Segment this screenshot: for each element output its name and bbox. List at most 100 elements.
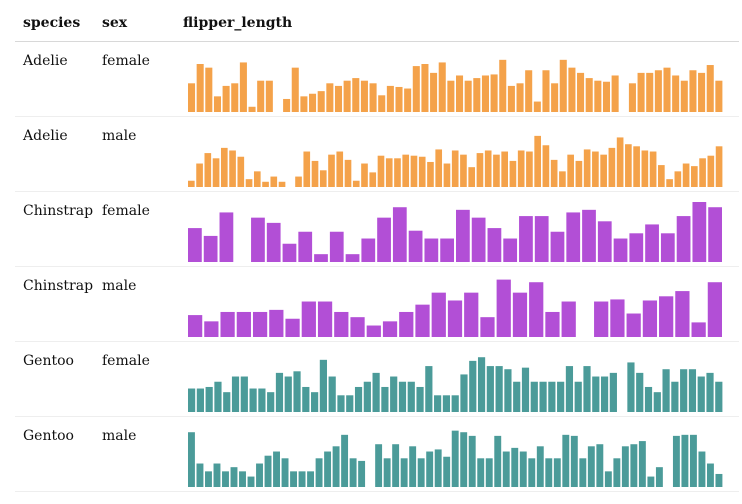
histogram-bar (512, 292, 528, 337)
histogram-bar (521, 367, 530, 412)
histogram-bar (407, 381, 415, 412)
histogram-bar (698, 451, 706, 487)
histogram-bar (328, 376, 336, 412)
histogram-bar (539, 381, 547, 412)
histogram-bar (205, 471, 212, 487)
histogram-bar (447, 80, 455, 112)
header-flipper-length[interactable]: flipper_length (183, 15, 293, 31)
histogram-bar (361, 238, 376, 262)
histogram-bar (659, 296, 674, 337)
histogram-bar (464, 80, 472, 112)
flipper-length-sparkline (188, 59, 723, 112)
histogram-bar (290, 471, 298, 487)
histogram-bar (471, 217, 486, 262)
histogram-bar (525, 70, 533, 112)
histogram-bar (402, 154, 410, 187)
histogram-bar (545, 311, 560, 337)
histogram-bar (214, 381, 222, 412)
histogram-bar (545, 458, 553, 487)
cell-sex: male (102, 428, 137, 444)
histogram-bar (188, 228, 202, 262)
histogram-bar (229, 150, 236, 187)
histogram-bar (611, 75, 619, 112)
histogram-bar (477, 458, 485, 487)
histogram-bar (237, 156, 245, 187)
histogram-bar (400, 458, 408, 487)
histogram-bar (577, 72, 585, 112)
histogram-bar (219, 212, 234, 262)
histogram-bar (300, 96, 308, 112)
histogram-bar (594, 80, 602, 112)
cell-sex: female (102, 53, 150, 69)
histogram-bar (188, 432, 195, 487)
histogram-bar (196, 463, 204, 487)
histogram-bar (386, 85, 394, 112)
histogram-bar (293, 371, 301, 412)
histogram-bar (239, 471, 246, 487)
histogram-bar (557, 381, 565, 412)
histogram-bar (574, 381, 582, 412)
histogram-bar (273, 451, 280, 487)
histogram-bar (642, 300, 658, 337)
histogram-bar (460, 432, 468, 487)
header-species[interactable]: species (23, 15, 81, 31)
histogram-bar (285, 318, 300, 337)
histogram-bar (662, 369, 670, 412)
histogram-bar (708, 207, 722, 262)
histogram-bar (654, 70, 662, 112)
header-sex[interactable]: sex (102, 15, 128, 31)
histogram-bar (434, 395, 442, 412)
histogram-bar (311, 392, 319, 412)
histogram-bar (582, 209, 596, 262)
histogram-bar (369, 83, 377, 112)
histogram-bar (600, 376, 609, 412)
histogram-bar (247, 476, 255, 487)
histogram-bar (282, 243, 297, 262)
histogram-bar (205, 386, 213, 412)
histogram-bar (281, 458, 289, 487)
histogram-bar (188, 315, 203, 337)
histogram-bar (196, 64, 204, 112)
histogram-bar (513, 381, 521, 412)
histogram-bar (660, 233, 675, 262)
histogram-bar (385, 158, 393, 187)
histogram-bar (307, 471, 315, 487)
flipper-length-sparkline (188, 430, 723, 487)
histogram-bar (349, 458, 357, 487)
histogram-bar (562, 434, 570, 487)
histogram-bar (566, 212, 581, 262)
histogram-bar (291, 67, 299, 112)
histogram-bar (613, 238, 628, 262)
histogram-bar (326, 83, 334, 112)
histogram-bar (298, 231, 313, 262)
cell-species: Chinstrap (23, 203, 94, 219)
cell-species: Adelie (23, 128, 68, 144)
histogram-bar (203, 235, 218, 262)
histogram-bar (616, 137, 624, 187)
histogram-bar (222, 471, 229, 487)
histogram-bar (715, 381, 723, 412)
histogram-bar (682, 163, 690, 187)
histogram-bar (627, 362, 635, 412)
histogram-bar (600, 154, 607, 187)
histogram-bar (460, 374, 468, 412)
histogram-bar (534, 135, 541, 187)
histogram-bar (583, 366, 591, 412)
histogram-bar (301, 301, 316, 337)
histogram-bar (464, 292, 479, 337)
histogram-bar (395, 86, 403, 112)
histogram-bar (427, 161, 434, 187)
histogram-bar (579, 458, 587, 487)
histogram-bar (666, 179, 673, 187)
histogram-bar (608, 147, 616, 187)
histogram-bar (621, 446, 629, 487)
cell-sex: female (102, 353, 150, 369)
histogram-bar (284, 376, 292, 412)
histogram-bar (490, 74, 498, 112)
histogram-bar (688, 369, 697, 412)
histogram-bar (410, 155, 418, 187)
histogram-bar (443, 456, 451, 487)
histogram-bar (298, 471, 306, 487)
histogram-bar (681, 434, 689, 487)
histogram-bar (311, 160, 319, 187)
